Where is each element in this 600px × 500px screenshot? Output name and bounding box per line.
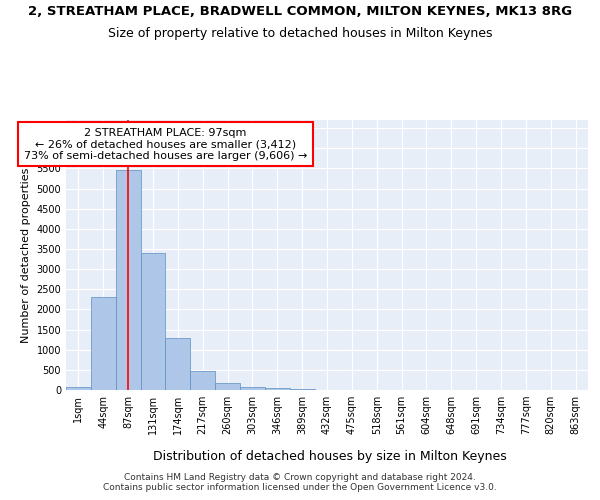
Bar <box>116 170 140 390</box>
Bar <box>190 370 215 390</box>
Text: 2 STREATHAM PLACE: 97sqm
← 26% of detached houses are smaller (3,412)
73% of sem: 2 STREATHAM PLACE: 97sqm ← 26% of detach… <box>24 128 307 161</box>
Text: Size of property relative to detached houses in Milton Keynes: Size of property relative to detached ho… <box>108 28 492 40</box>
Bar <box>215 384 240 390</box>
Bar <box>66 387 91 390</box>
Bar <box>290 389 314 390</box>
Bar <box>240 387 265 390</box>
Bar <box>166 338 190 390</box>
Text: 2, STREATHAM PLACE, BRADWELL COMMON, MILTON KEYNES, MK13 8RG: 2, STREATHAM PLACE, BRADWELL COMMON, MIL… <box>28 5 572 18</box>
Text: Distribution of detached houses by size in Milton Keynes: Distribution of detached houses by size … <box>153 450 507 463</box>
Bar <box>91 298 116 390</box>
Bar <box>265 388 290 390</box>
Text: Contains HM Land Registry data © Crown copyright and database right 2024.
Contai: Contains HM Land Registry data © Crown c… <box>103 473 497 492</box>
Bar <box>140 253 166 390</box>
Y-axis label: Number of detached properties: Number of detached properties <box>21 168 31 342</box>
